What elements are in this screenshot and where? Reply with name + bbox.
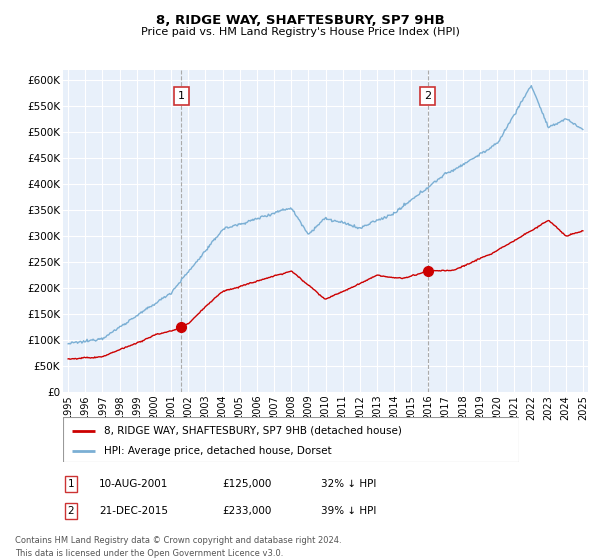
Text: 2: 2	[67, 506, 74, 516]
Text: 1: 1	[67, 479, 74, 489]
Text: 2: 2	[424, 91, 431, 101]
Text: 8, RIDGE WAY, SHAFTESBURY, SP7 9HB (detached house): 8, RIDGE WAY, SHAFTESBURY, SP7 9HB (deta…	[104, 426, 402, 436]
Text: Price paid vs. HM Land Registry's House Price Index (HPI): Price paid vs. HM Land Registry's House …	[140, 27, 460, 37]
Text: 21-DEC-2015: 21-DEC-2015	[99, 506, 168, 516]
Text: 10-AUG-2001: 10-AUG-2001	[99, 479, 169, 489]
Text: Contains HM Land Registry data © Crown copyright and database right 2024.
This d: Contains HM Land Registry data © Crown c…	[15, 536, 341, 558]
Text: £233,000: £233,000	[222, 506, 271, 516]
Text: 1: 1	[178, 91, 185, 101]
Text: 39% ↓ HPI: 39% ↓ HPI	[321, 506, 376, 516]
Text: 8, RIDGE WAY, SHAFTESBURY, SP7 9HB: 8, RIDGE WAY, SHAFTESBURY, SP7 9HB	[155, 14, 445, 27]
Text: £125,000: £125,000	[222, 479, 271, 489]
Text: HPI: Average price, detached house, Dorset: HPI: Average price, detached house, Dors…	[104, 446, 332, 456]
Text: 32% ↓ HPI: 32% ↓ HPI	[321, 479, 376, 489]
FancyBboxPatch shape	[63, 417, 519, 462]
